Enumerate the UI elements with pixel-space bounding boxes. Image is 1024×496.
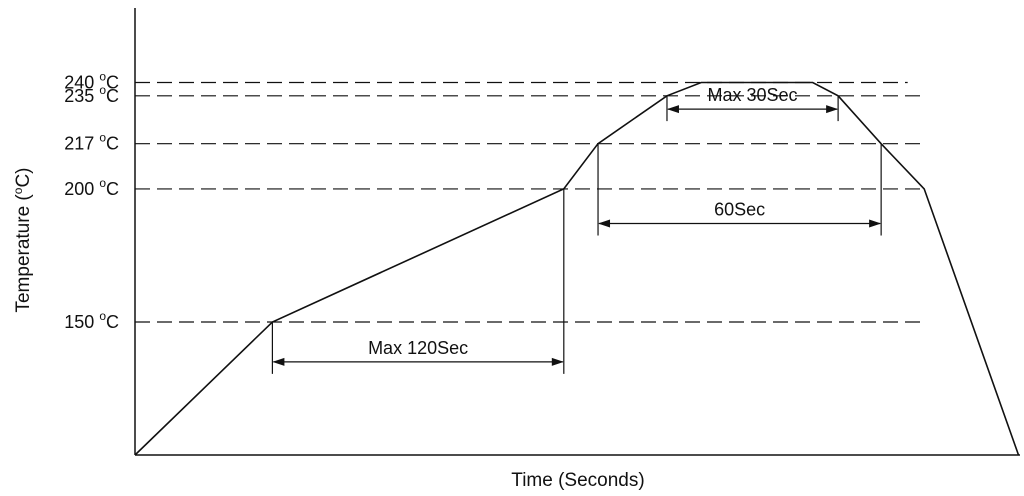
x-axis-label: Time (Seconds) bbox=[511, 470, 644, 491]
y-tick-label-200: 200 oC bbox=[64, 176, 119, 199]
y-tick-label-240: 240 oC bbox=[64, 70, 119, 93]
y-tick-label-235: 235 oC bbox=[64, 83, 119, 106]
annotation-label-max-120sec: Max 120Sec bbox=[368, 338, 468, 358]
arrowhead-right-max-120sec bbox=[551, 357, 564, 366]
arrowhead-right-max-30sec bbox=[826, 105, 839, 114]
axes bbox=[134, 8, 1020, 456]
arrowhead-left-max-120sec bbox=[272, 357, 285, 366]
reference-lines bbox=[135, 81, 925, 323]
y-tick-label-217: 217 oC bbox=[64, 131, 119, 154]
y-tick-label-150: 150 oC bbox=[64, 309, 119, 332]
y-axis-label: Temperature (oC) bbox=[11, 167, 34, 312]
annotation-label-60sec: 60Sec bbox=[714, 200, 765, 220]
annotation-label-max-30sec: Max 30Sec bbox=[708, 85, 798, 105]
arrowhead-right-60sec bbox=[869, 219, 882, 228]
arrowhead-left-60sec bbox=[598, 219, 611, 228]
profile-line bbox=[134, 81, 1020, 456]
arrowhead-left-max-30sec bbox=[666, 105, 679, 114]
temperature-profile bbox=[134, 81, 1020, 456]
annotations: Max 120Sec Max 30Sec 60Sec bbox=[271, 85, 882, 374]
